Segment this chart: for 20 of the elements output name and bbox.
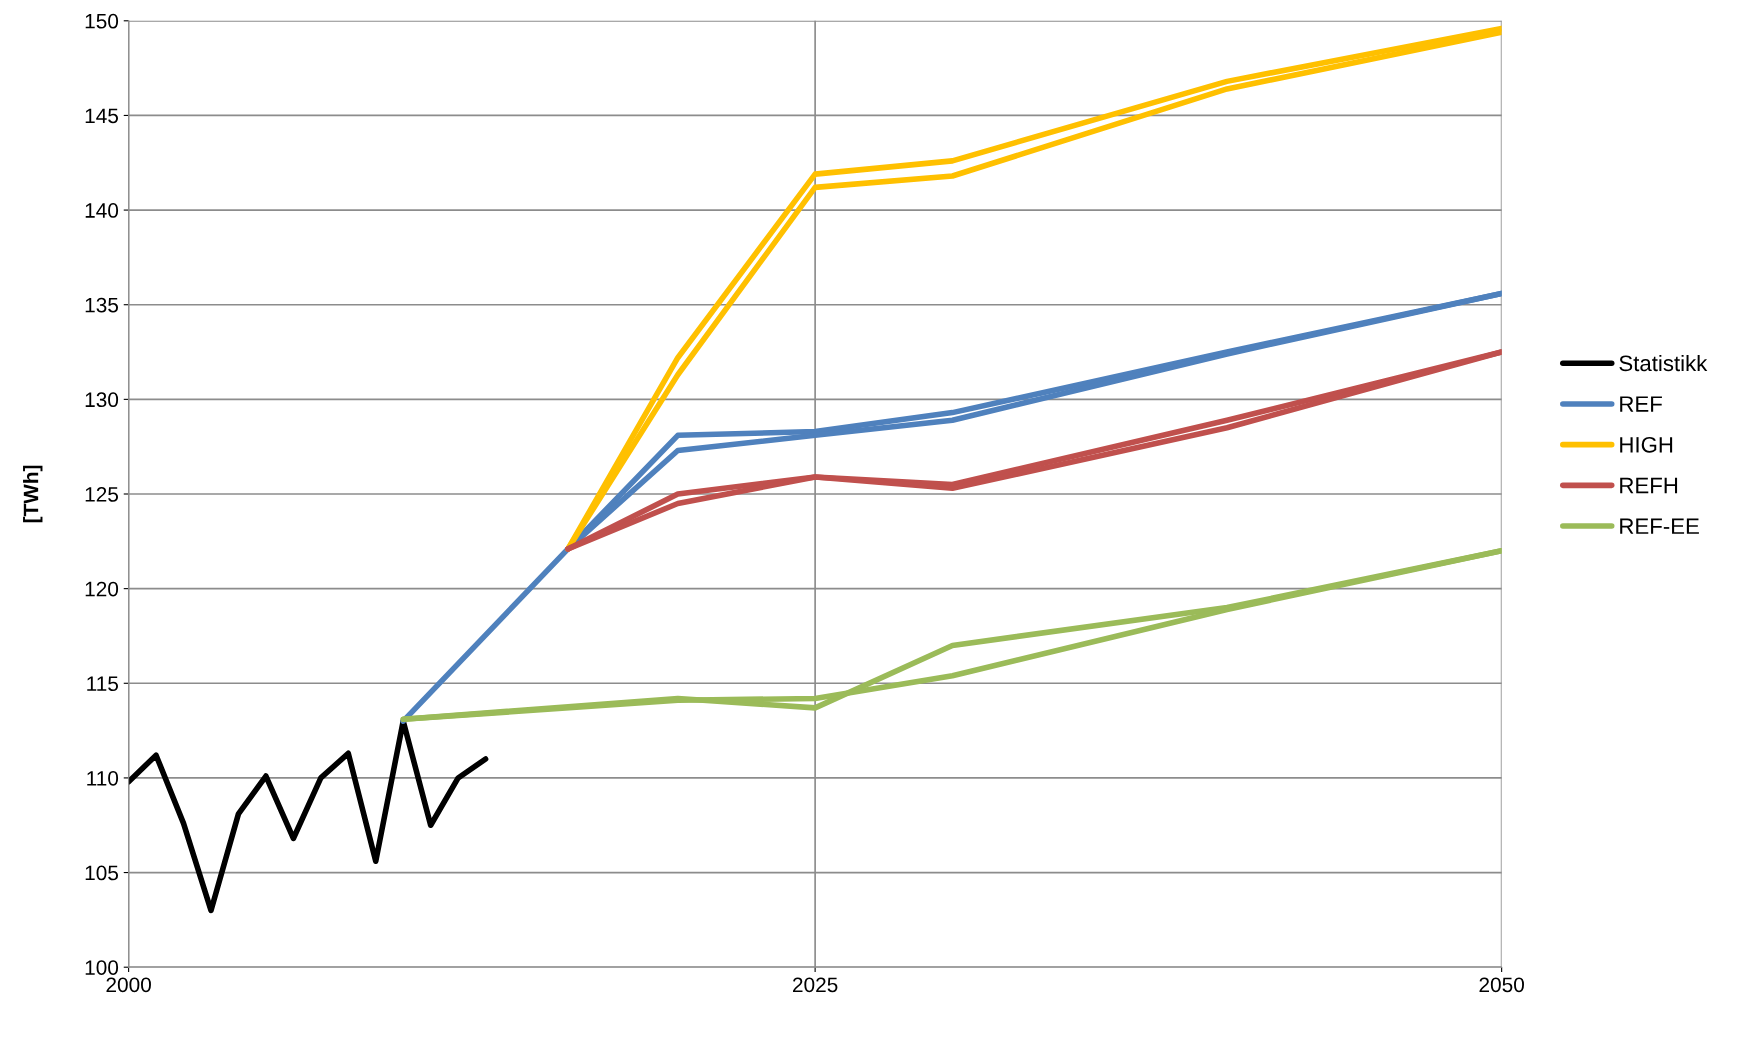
y-tick-label: 115 <box>87 676 119 692</box>
legend-label: REFH <box>1620 477 1678 494</box>
y-axis-title: [TWh] <box>23 465 43 523</box>
legend-label: Statistikk <box>1619 354 1708 372</box>
x-tick-label: 2000 <box>106 977 151 993</box>
y-tick-label: 120 <box>85 581 119 597</box>
y-tick-label: 105 <box>85 865 119 881</box>
y-tick-label: 145 <box>85 108 119 124</box>
legend-label: HIGH <box>1620 436 1673 453</box>
x-tick-label: 2025 <box>793 977 838 993</box>
legend-label: REF-EE <box>1620 518 1699 534</box>
y-tick-label: 150 <box>85 13 119 29</box>
y-tick-label: 100 <box>85 960 119 975</box>
y-tick-label: 110 <box>87 770 119 786</box>
x-tick-label: 2050 <box>1479 977 1524 993</box>
legend-label: REF <box>1620 396 1662 412</box>
y-tick-label: 125 <box>85 487 119 502</box>
y-tick-label: 140 <box>85 203 119 218</box>
y-tick-label: 135 <box>85 297 119 313</box>
y-tick-label: 130 <box>85 392 119 408</box>
